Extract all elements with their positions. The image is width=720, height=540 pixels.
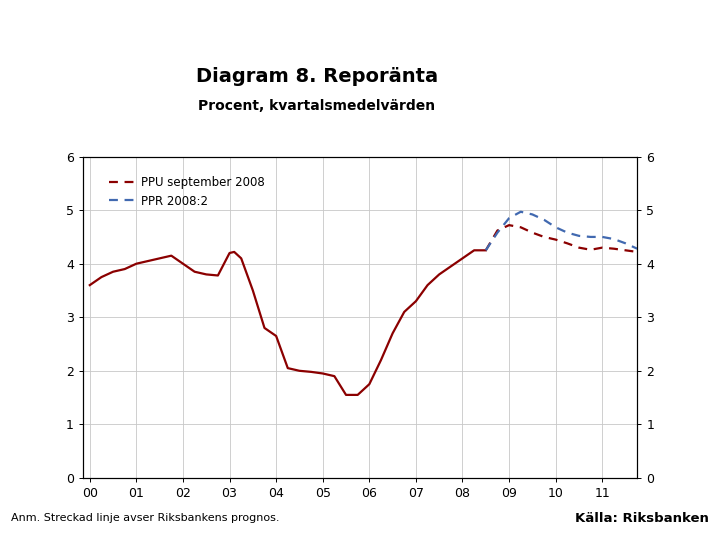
Text: Diagram 8. Reporänta: Diagram 8. Reporänta [196, 68, 438, 86]
Legend: PPU september 2008, PPR 2008:2: PPU september 2008, PPR 2008:2 [105, 172, 268, 211]
Text: Anm. Streckad linje avser Riksbankens prognos.: Anm. Streckad linje avser Riksbankens pr… [11, 514, 279, 523]
Text: SVERIGES
RIKSBANK: SVERIGES RIKSBANK [649, 75, 689, 89]
Text: Procent, kvartalsmedelvärden: Procent, kvartalsmedelvärden [198, 99, 436, 113]
Text: Källa: Riksbanken: Källa: Riksbanken [575, 512, 709, 525]
